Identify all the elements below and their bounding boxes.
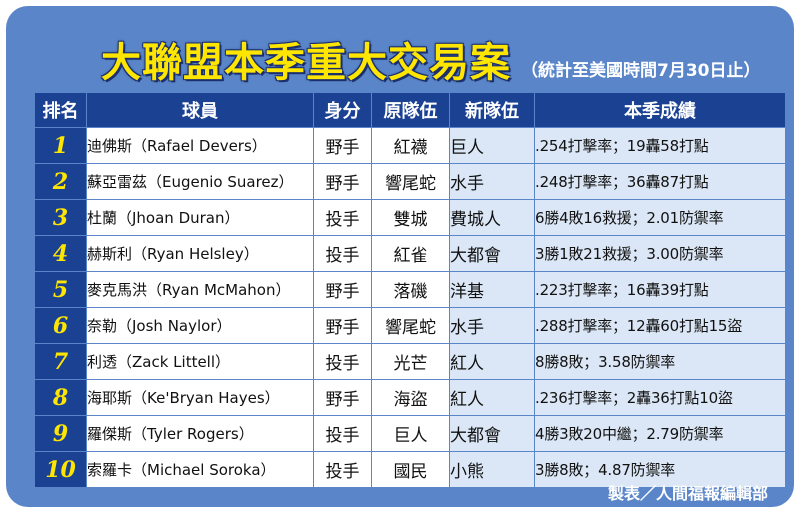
table-row: 3 杜蘭（Jhoan Duran） 投手 雙城 費城人 6勝4敗16救援；2.0…: [34, 199, 786, 236]
stats-cell: 6勝4敗16救援；2.01防禦率: [534, 199, 786, 236]
position-cell: 野手: [313, 271, 372, 308]
rank-cell: 2: [34, 163, 87, 200]
infographic-card: 大聯盟本季重大交易案 （統計至美國時間7月30日止） 排名 球員 身分 原隊伍 …: [6, 6, 794, 507]
player-cell: 赫斯利（Ryan Helsley）: [86, 235, 314, 272]
rank-cell: 1: [34, 127, 87, 164]
new-team-cell: 費城人: [449, 199, 535, 236]
new-team-cell: 大都會: [449, 415, 535, 452]
table-row: 2 蘇亞雷茲（Eugenio Suarez） 野手 響尾蛇 水手 .248打擊率…: [34, 163, 786, 200]
old-team-cell: 響尾蛇: [371, 163, 450, 200]
position-cell: 野手: [313, 163, 372, 200]
rank-cell: 5: [34, 271, 87, 308]
table-row: 1 迪佛斯（Rafael Devers） 野手 紅襪 巨人 .254打擊率；19…: [34, 127, 786, 164]
page-subtitle: （統計至美國時間7月30日止）: [521, 61, 761, 81]
player-cell: 奈勒（Josh Naylor）: [86, 307, 314, 344]
new-team-cell: 水手: [449, 307, 535, 344]
position-cell: 投手: [313, 199, 372, 236]
rank-cell: 4: [34, 235, 87, 272]
stats-cell: .254打擊率；19轟58打點: [534, 127, 786, 164]
new-team-cell: 小熊: [449, 451, 535, 488]
credit-line: 製表／人間福報編輯部: [607, 484, 768, 503]
trades-table: 排名 球員 身分 原隊伍 新隊伍 本季成績 1 迪佛斯（Rafael Dever…: [34, 92, 786, 488]
player-cell: 海耶斯（Ke'Bryan Hayes）: [86, 379, 314, 416]
player-cell: 索羅卡（Michael Soroka）: [86, 451, 314, 488]
stats-cell: 8勝8敗；3.58防禦率: [534, 343, 786, 380]
table-row: 9 羅傑斯（Tyler Rogers） 投手 巨人 大都會 4勝3敗20中繼；2…: [34, 415, 786, 452]
table-row: 5 麥克馬洪（Ryan McMahon） 野手 落磯 洋基 .223打擊率；16…: [34, 271, 786, 308]
rank-cell: 6: [34, 307, 87, 344]
player-cell: 杜蘭（Jhoan Duran）: [86, 199, 314, 236]
title-area: 大聯盟本季重大交易案 （統計至美國時間7月30日止）: [101, 30, 761, 86]
header-old-team: 原隊伍: [371, 92, 450, 128]
new-team-cell: 紅人: [449, 343, 535, 380]
rank-cell: 8: [34, 379, 87, 416]
rank-cell: 7: [34, 343, 87, 380]
position-cell: 野手: [313, 379, 372, 416]
old-team-cell: 海盜: [371, 379, 450, 416]
new-team-cell: 洋基: [449, 271, 535, 308]
table-row: 7 利透（Zack Littell） 投手 光芒 紅人 8勝8敗；3.58防禦率: [34, 343, 786, 380]
stats-cell: .223打擊率；16轟39打點: [534, 271, 786, 308]
header-position: 身分: [313, 92, 372, 128]
table-row: 8 海耶斯（Ke'Bryan Hayes） 野手 海盜 紅人 .236打擊率；2…: [34, 379, 786, 416]
player-cell: 羅傑斯（Tyler Rogers）: [86, 415, 314, 452]
page-title: 大聯盟本季重大交易案: [101, 40, 511, 86]
new-team-cell: 巨人: [449, 127, 535, 164]
old-team-cell: 落磯: [371, 271, 450, 308]
stats-cell: .288打擊率；12轟60打點15盜: [534, 307, 786, 344]
player-cell: 迪佛斯（Rafael Devers）: [86, 127, 314, 164]
old-team-cell: 光芒: [371, 343, 450, 380]
new-team-cell: 大都會: [449, 235, 535, 272]
old-team-cell: 巨人: [371, 415, 450, 452]
table-row: 6 奈勒（Josh Naylor） 野手 響尾蛇 水手 .288打擊率；12轟6…: [34, 307, 786, 344]
old-team-cell: 響尾蛇: [371, 307, 450, 344]
header-player: 球員: [86, 92, 314, 128]
position-cell: 投手: [313, 415, 372, 452]
table-row: 10 索羅卡（Michael Soroka） 投手 國民 小熊 3勝8敗；4.8…: [34, 451, 786, 488]
rank-cell: 9: [34, 415, 87, 452]
table-row: 4 赫斯利（Ryan Helsley） 投手 紅雀 大都會 3勝1敗21救援；3…: [34, 235, 786, 272]
stats-cell: 4勝3敗20中繼；2.79防禦率: [534, 415, 786, 452]
position-cell: 投手: [313, 343, 372, 380]
table-header-row: 排名 球員 身分 原隊伍 新隊伍 本季成績: [34, 92, 786, 128]
stats-cell: 3勝1敗21救援；3.00防禦率: [534, 235, 786, 272]
rank-cell: 3: [34, 199, 87, 236]
header-stats: 本季成績: [534, 92, 786, 128]
player-cell: 蘇亞雷茲（Eugenio Suarez）: [86, 163, 314, 200]
header-rank: 排名: [34, 92, 87, 128]
old-team-cell: 國民: [371, 451, 450, 488]
player-cell: 麥克馬洪（Ryan McMahon）: [86, 271, 314, 308]
rank-cell: 10: [34, 451, 87, 488]
player-cell: 利透（Zack Littell）: [86, 343, 314, 380]
position-cell: 投手: [313, 451, 372, 488]
old-team-cell: 紅襪: [371, 127, 450, 164]
stats-cell: 3勝8敗；4.87防禦率: [534, 451, 786, 488]
new-team-cell: 水手: [449, 163, 535, 200]
old-team-cell: 紅雀: [371, 235, 450, 272]
stats-cell: .236打擊率；2轟36打點10盜: [534, 379, 786, 416]
header-new-team: 新隊伍: [449, 92, 535, 128]
position-cell: 野手: [313, 307, 372, 344]
position-cell: 投手: [313, 235, 372, 272]
stats-cell: .248打擊率；36轟87打點: [534, 163, 786, 200]
position-cell: 野手: [313, 127, 372, 164]
old-team-cell: 雙城: [371, 199, 450, 236]
new-team-cell: 紅人: [449, 379, 535, 416]
